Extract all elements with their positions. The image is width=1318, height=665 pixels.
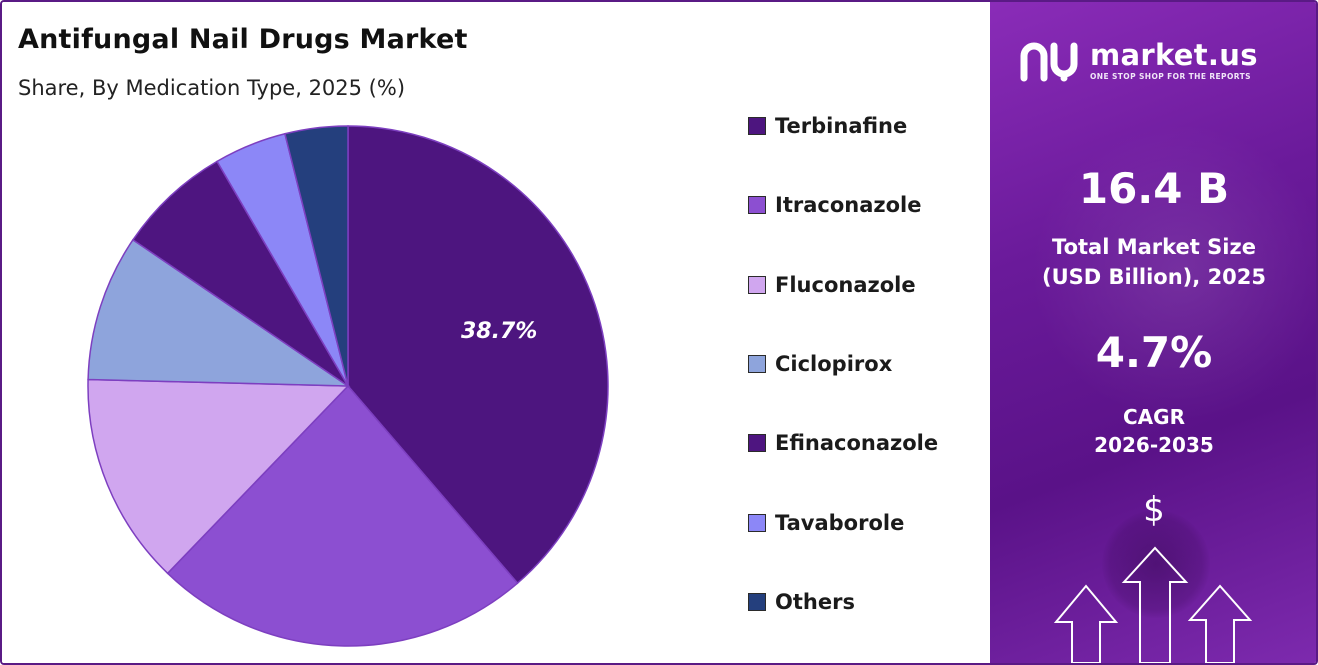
data-label-terbinafine: 38.7%: [461, 319, 537, 344]
market-size-label-line2: (USD Billion), 2025: [1041, 265, 1267, 289]
legend-swatch: [748, 196, 766, 215]
brand: market.us ONE STOP SHOP FOR THE REPORTS: [1020, 38, 1258, 82]
cagr-label-line1: CAGR: [1123, 405, 1185, 429]
chart-title: Antifungal Nail Drugs Market: [18, 24, 468, 55]
background-glow: [1030, 122, 1316, 422]
up-arrow-icon: [1121, 546, 1189, 663]
legend-swatch: [748, 513, 766, 532]
legend-label: Itraconazole: [775, 193, 922, 218]
legend-swatch: [748, 275, 766, 294]
legend-label: Tavaborole: [775, 510, 905, 535]
summary-panel: market.us ONE STOP SHOP FOR THE REPORTS …: [990, 2, 1316, 663]
pie-slice-terbinafine: [347, 125, 609, 585]
pie-slice-efinaconazole: [131, 160, 349, 387]
pie-slice-ciclopirox: [87, 238, 351, 387]
brand-name: market.us: [1090, 37, 1258, 72]
legend-item-terbinafine: Terbinafine: [748, 110, 978, 142]
legend-swatch: [748, 354, 766, 373]
pie-chart: 38.7%: [87, 125, 609, 647]
legend-item-itraconazole: Itraconazole: [748, 189, 978, 221]
legend-label: Fluconazole: [775, 272, 916, 297]
legend-swatch: [748, 117, 766, 135]
chart-subtitle: Share, By Medication Type, 2025 (%): [18, 76, 406, 100]
legend-item-fluconazole: Fluconazole: [748, 269, 978, 301]
legend-item-others: Others: [748, 586, 978, 618]
cagr-value: 4.7%: [1095, 328, 1213, 377]
legend-item-efinaconazole: Efinaconazole: [748, 427, 978, 459]
background-cup: [1102, 510, 1210, 618]
legend-swatch: [748, 592, 766, 611]
pie-slice-fluconazole: [87, 378, 350, 575]
up-arrow-icon: [1053, 584, 1119, 663]
pie-slice-itraconazole: [166, 384, 519, 647]
brand-tagline: ONE STOP SHOP FOR THE REPORTS: [1090, 71, 1251, 81]
legend-label: Others: [775, 589, 855, 614]
up-arrow-icon: [1187, 584, 1253, 663]
legend-item-ciclopirox: Ciclopirox: [748, 348, 978, 380]
legend-label: Efinaconazole: [775, 431, 939, 456]
legend-label: Ciclopirox: [775, 351, 893, 376]
market-size-label-line1: Total Market Size: [1052, 235, 1256, 259]
growth-arrows: [1053, 546, 1253, 663]
pie-slice-others: [284, 125, 349, 387]
dollar-icon: $: [1143, 490, 1165, 530]
legend-label: Terbinafine: [775, 114, 908, 138]
market-us-logo-icon: [1020, 42, 1078, 82]
legend-swatch: [748, 434, 766, 453]
cagr-label-line2: 2026-2035: [1094, 433, 1214, 457]
market-size-value: 16.4 B: [1078, 164, 1230, 213]
legend-item-tavaborole: Tavaborole: [748, 507, 978, 539]
chart-panel: Antifungal Nail Drugs Market Share, By M…: [2, 2, 990, 663]
